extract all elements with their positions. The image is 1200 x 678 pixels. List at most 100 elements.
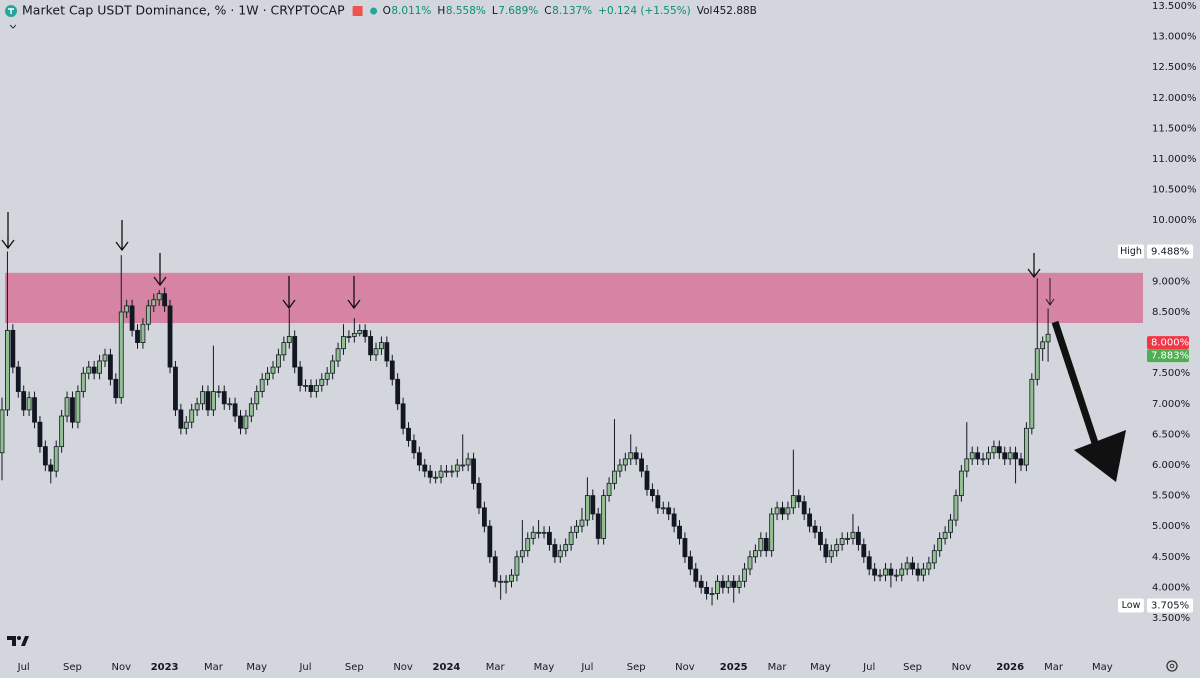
candle-body	[319, 378, 325, 386]
candle-body	[32, 397, 37, 423]
y-tick-label: 8.500%	[1152, 307, 1190, 318]
extreme-value-box	[1147, 598, 1193, 613]
candle-body	[140, 323, 146, 343]
candle-body	[194, 403, 200, 411]
candle-body	[1029, 378, 1035, 429]
candle-body	[606, 482, 612, 496]
legend-key: L	[492, 5, 498, 17]
price-badge	[1147, 349, 1189, 363]
candle-body	[189, 409, 195, 423]
candle-body	[281, 342, 287, 356]
candle-body	[915, 568, 921, 576]
candle-body	[790, 495, 796, 509]
candle-body	[980, 458, 986, 461]
candle-body	[883, 568, 888, 576]
candle-body	[183, 421, 189, 429]
legend-key: H	[437, 5, 445, 17]
candle-body	[753, 550, 758, 558]
candle-body	[427, 470, 433, 478]
candle-body	[574, 525, 579, 533]
candle-body	[1013, 452, 1018, 460]
candle-body	[850, 531, 856, 539]
candle-body	[42, 446, 48, 466]
candle-body	[845, 538, 850, 540]
candle-body	[379, 342, 384, 350]
candle-body	[612, 470, 617, 484]
candle-body	[910, 562, 915, 570]
settings-gear-center[interactable]	[1169, 663, 1175, 669]
candle-body	[162, 293, 168, 307]
candle-body	[801, 501, 807, 515]
big-arrow-shaft	[1051, 320, 1102, 454]
candle-body	[519, 550, 525, 558]
settings-gear[interactable]	[1166, 660, 1178, 672]
candle-body	[986, 452, 991, 460]
candle-body	[433, 476, 439, 479]
candle-body	[991, 446, 997, 454]
candle-body	[487, 525, 493, 558]
candle-body	[108, 354, 113, 380]
candle-body	[308, 385, 314, 392]
candle-body	[639, 458, 644, 472]
candle-body	[747, 556, 753, 570]
candle-body	[259, 378, 265, 392]
extreme-name: Low	[1122, 600, 1141, 611]
candle-body	[0, 409, 5, 454]
candle-body	[400, 403, 406, 429]
candle-body	[205, 391, 211, 411]
status-flag	[352, 6, 363, 16]
x-tick-label: Mar	[1044, 662, 1064, 673]
header: Market Cap USDT Dominance, % · 1W · CRYP…	[5, 3, 757, 29]
candle-body	[53, 446, 59, 472]
candle-body	[97, 360, 102, 374]
y-tick-label: 11.500%	[1152, 123, 1197, 134]
candle-body	[823, 544, 829, 558]
candle-body	[357, 329, 363, 334]
candle-body	[156, 293, 162, 301]
candle-body	[709, 593, 715, 595]
candle-body	[210, 391, 216, 411]
y-tick-label: 6.000%	[1152, 460, 1190, 471]
candle-body	[633, 452, 639, 460]
collapse-chevron[interactable]	[9, 24, 17, 29]
x-tick-label: Mar	[204, 662, 224, 673]
down-arrow	[282, 276, 296, 310]
price-badge-label: 8.000%	[1151, 338, 1189, 349]
candle-body	[460, 464, 466, 467]
x-tick-label: Sep	[903, 662, 922, 673]
candle-body	[563, 544, 569, 552]
candle-body	[178, 409, 184, 429]
candle-body	[216, 391, 222, 393]
candle-body	[91, 366, 97, 374]
candle-body	[5, 329, 10, 411]
candle-body	[21, 391, 27, 411]
candle-body	[135, 329, 140, 343]
settings-button[interactable]	[1166, 660, 1178, 672]
legend-key: Vol	[697, 5, 713, 17]
y-tick-label: 5.500%	[1152, 491, 1190, 502]
candle-body	[102, 354, 108, 362]
candle-body	[265, 372, 270, 380]
candle-body	[145, 305, 151, 325]
candle-body	[655, 495, 661, 509]
candle-body	[687, 556, 693, 570]
candle-body	[937, 538, 943, 552]
candle-body	[557, 550, 563, 558]
legend-change: +0.124 (+1.55%)	[598, 5, 691, 17]
logo-part	[7, 636, 16, 646]
x-tick-label: Nov	[393, 662, 413, 673]
candle-body	[75, 391, 81, 423]
y-tick-label: 13.000%	[1152, 32, 1197, 43]
x-tick-label: 2023	[151, 662, 179, 673]
down-arrow	[1027, 253, 1041, 279]
candle-body	[677, 525, 682, 539]
candle-body	[416, 452, 422, 466]
candle-body	[454, 464, 460, 472]
candle-body	[948, 519, 953, 533]
candle-body	[297, 366, 303, 386]
down-arrow	[153, 253, 167, 287]
candle-body	[248, 403, 254, 417]
symbol-logo-mark	[8, 8, 14, 14]
candle-body	[834, 544, 840, 552]
